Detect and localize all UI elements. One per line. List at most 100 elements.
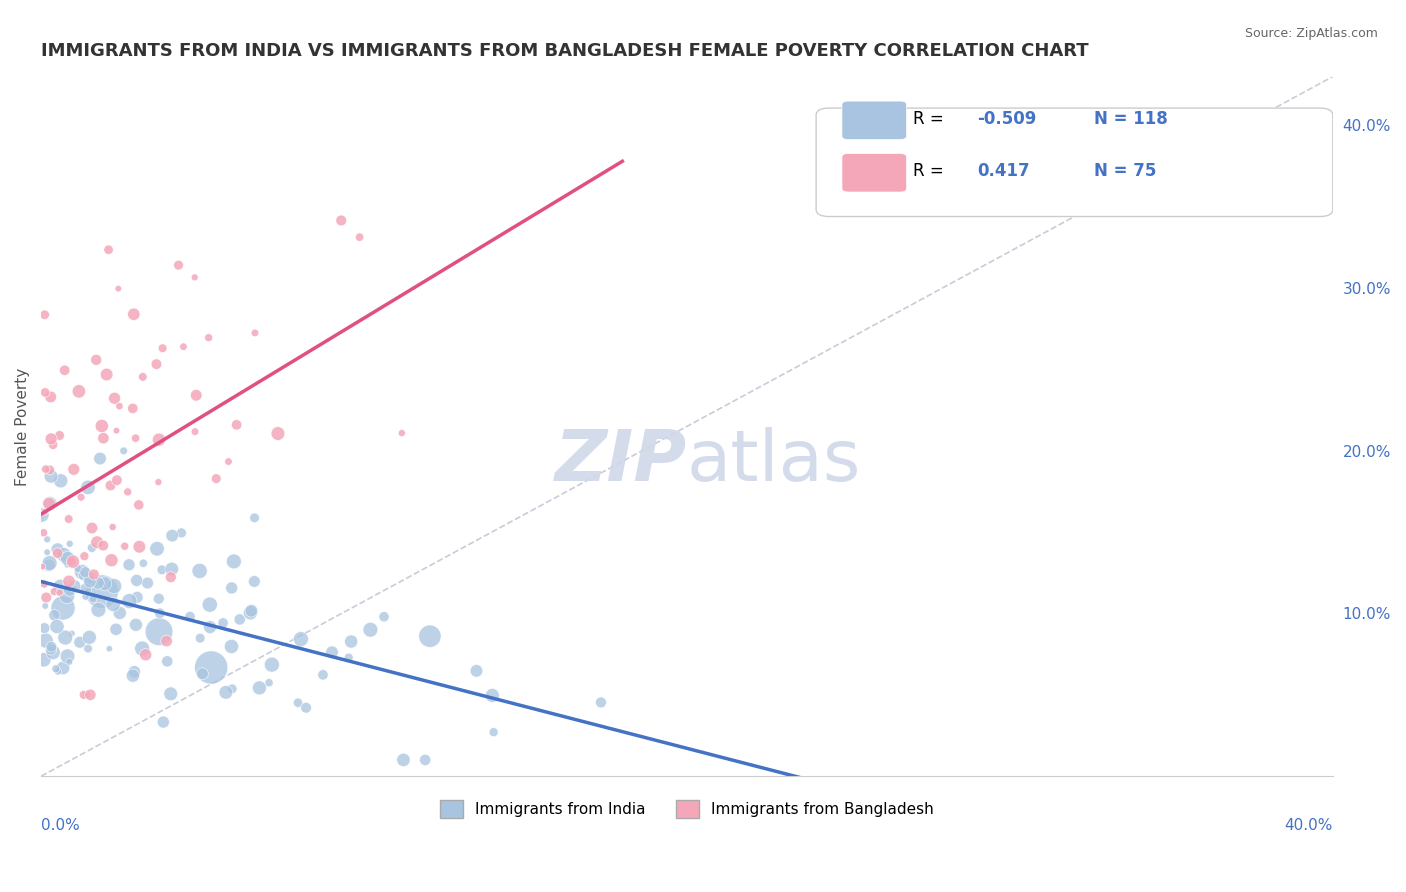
Point	[340, 634, 363, 648]
Point	[267, 426, 290, 441]
Point	[80, 571, 103, 585]
Point	[34, 633, 56, 648]
Text: 0.0%: 0.0%	[41, 818, 80, 833]
Point	[56, 589, 79, 603]
Point	[97, 243, 120, 257]
Point	[239, 606, 262, 620]
Point	[159, 687, 181, 701]
Point	[132, 556, 155, 570]
Point	[215, 685, 238, 699]
Point	[124, 665, 146, 679]
Text: -0.509: -0.509	[977, 110, 1038, 128]
Point	[337, 650, 360, 665]
Point	[160, 529, 183, 543]
Text: N = 75: N = 75	[1094, 162, 1156, 180]
Point	[117, 484, 139, 499]
Point	[260, 657, 283, 672]
Point	[93, 431, 115, 445]
Text: R =: R =	[912, 162, 949, 180]
FancyBboxPatch shape	[815, 108, 1333, 217]
Point	[39, 469, 62, 483]
Point	[160, 562, 183, 576]
Point	[312, 668, 335, 682]
Point	[413, 753, 436, 767]
Point	[205, 472, 228, 486]
Point	[67, 384, 90, 399]
Point	[60, 555, 83, 569]
Point	[70, 490, 93, 504]
Point	[84, 352, 107, 367]
Point	[373, 609, 395, 624]
Point	[198, 598, 221, 612]
Point	[118, 558, 141, 572]
Point	[90, 584, 112, 599]
Point	[148, 591, 170, 606]
Point	[52, 601, 75, 615]
Point	[167, 258, 190, 272]
FancyBboxPatch shape	[842, 101, 907, 139]
Point	[122, 668, 145, 682]
Point	[243, 574, 266, 589]
Point	[127, 591, 149, 605]
Point	[173, 340, 195, 354]
Point	[58, 574, 80, 589]
Point	[93, 577, 115, 591]
Point	[39, 642, 62, 657]
Point	[188, 564, 211, 578]
Point	[321, 645, 343, 659]
Point	[179, 609, 201, 624]
Point	[34, 308, 56, 322]
Point	[31, 559, 53, 574]
Point	[128, 498, 150, 512]
Point	[148, 624, 170, 639]
Point	[481, 689, 503, 703]
Point	[125, 574, 148, 588]
Point	[183, 270, 205, 285]
Point	[149, 607, 172, 621]
Point	[42, 438, 65, 452]
Text: atlas: atlas	[688, 427, 862, 496]
Text: Source: ZipAtlas.com: Source: ZipAtlas.com	[1244, 27, 1378, 40]
Point	[34, 621, 56, 635]
Point	[80, 541, 103, 555]
Point	[48, 585, 70, 599]
Point	[136, 576, 159, 591]
Point	[240, 604, 263, 618]
Point	[90, 419, 112, 434]
Point	[79, 574, 101, 589]
Point	[34, 462, 56, 476]
Point	[77, 571, 100, 585]
Point	[35, 591, 58, 605]
Point	[225, 417, 247, 432]
Point	[330, 213, 353, 227]
Point	[76, 688, 98, 702]
Point	[56, 558, 79, 572]
Point	[62, 555, 84, 569]
Y-axis label: Female Poverty: Female Poverty	[15, 368, 30, 485]
Point	[105, 473, 128, 487]
Point	[77, 641, 100, 656]
Point	[87, 603, 110, 617]
Point	[124, 431, 146, 445]
Point	[155, 634, 177, 648]
Point	[80, 521, 103, 535]
Point	[59, 582, 82, 597]
Point	[34, 505, 56, 519]
Point	[79, 631, 101, 645]
Point	[52, 661, 75, 675]
Point	[77, 480, 100, 494]
Point	[221, 581, 243, 595]
Point	[148, 475, 170, 490]
Point	[247, 681, 270, 695]
Point	[46, 619, 69, 633]
Point	[69, 635, 91, 649]
Point	[86, 535, 108, 549]
Point	[186, 388, 208, 402]
Point	[419, 629, 441, 643]
Point	[38, 463, 60, 477]
Point	[229, 612, 252, 626]
Point	[38, 497, 60, 511]
Point	[135, 648, 157, 662]
Point	[73, 549, 96, 564]
Point	[132, 370, 155, 384]
